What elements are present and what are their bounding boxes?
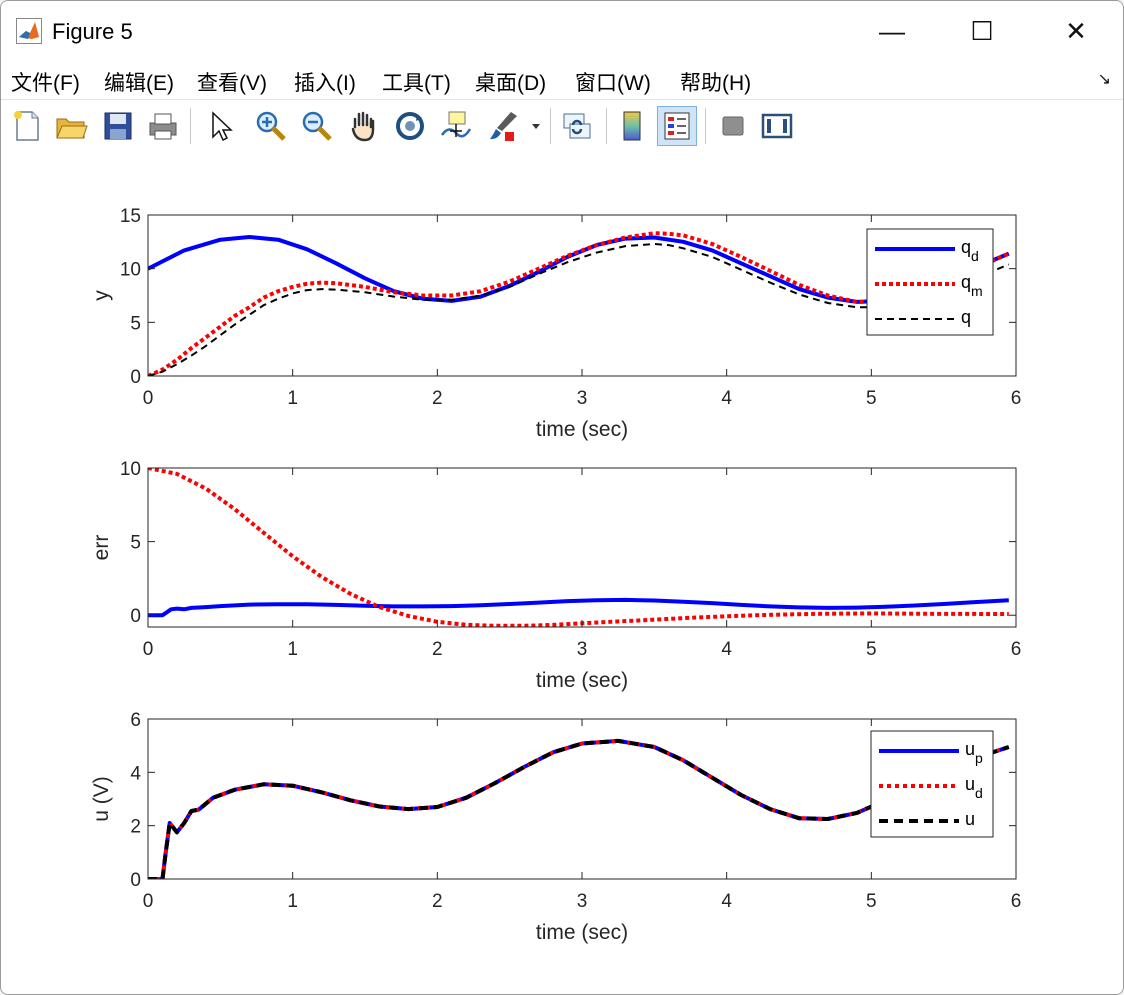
dock-arrow-icon[interactable]: ↘ [1097, 71, 1111, 88]
figure-toolbar [1, 99, 1123, 153]
new-figure-icon[interactable] [8, 107, 46, 145]
y-tick-label: 0 [130, 367, 141, 388]
data-cursor-icon[interactable] [437, 107, 475, 145]
y-tick-label: 10 [120, 459, 141, 480]
window-title: Figure 5 [52, 19, 133, 44]
series-line-qm [148, 231, 1010, 376]
x-axis-label: time (sec) [536, 418, 628, 441]
x-tick-label: 3 [577, 388, 588, 409]
x-tick-label: 5 [866, 639, 877, 660]
pointer-icon[interactable] [201, 107, 239, 145]
zoom-out-icon[interactable] [298, 107, 336, 145]
toolbar-separator [606, 108, 607, 144]
x-tick-label: 5 [866, 388, 877, 409]
open-icon[interactable] [52, 107, 90, 145]
x-tick-label: 2 [432, 388, 443, 409]
y-tick-label: 5 [130, 313, 141, 334]
rotate-3d-icon[interactable] [391, 107, 429, 145]
maximize-button[interactable]: ☐ [970, 16, 994, 46]
y-axis-label: u (V) [90, 776, 113, 822]
close-button[interactable]: ✕ [1065, 16, 1087, 46]
x-tick-label: 0 [143, 388, 154, 409]
x-tick-label: 0 [143, 891, 154, 912]
series-line-u [148, 738, 1010, 879]
legend-label: q [961, 307, 971, 327]
title-bar: Figure 5 — ☐ ✕ [1, 1, 1123, 61]
menu-tools[interactable]: 工具(T) [382, 72, 451, 95]
x-axis-label: time (sec) [536, 921, 628, 944]
series-line-blue [148, 597, 1009, 618]
y-tick-label: 10 [120, 260, 141, 281]
x-tick-label: 4 [721, 891, 732, 912]
brush-icon[interactable] [484, 107, 522, 145]
legend-icon[interactable] [657, 106, 697, 146]
legend-label: up [965, 739, 983, 766]
toolbar-separator [550, 108, 551, 144]
y-tick-label: 0 [130, 606, 141, 627]
menu-view[interactable]: 查看(V) [197, 72, 267, 95]
colorbar-icon[interactable] [613, 107, 651, 145]
series-line-q [148, 243, 1010, 376]
legend-label: qd [961, 237, 979, 264]
x-tick-label: 4 [721, 388, 732, 409]
x-tick-label: 1 [287, 388, 298, 409]
series-line-red [148, 468, 1009, 627]
toolbar-separator [705, 108, 706, 144]
y-axis-label: y [90, 290, 113, 301]
x-tick-label: 1 [287, 891, 298, 912]
x-tick-label: 6 [1011, 639, 1022, 660]
x-tick-label: 3 [577, 639, 588, 660]
y-axis-label: err [90, 535, 113, 561]
menu-edit[interactable]: 编辑(E) [104, 72, 174, 95]
x-tick-label: 2 [432, 891, 443, 912]
axes-2: 0 1 2 3 4 5 6 0 5 10 time (sec) err [90, 459, 1021, 692]
x-tick-label: 0 [143, 639, 154, 660]
y-tick-label: 5 [130, 533, 141, 554]
legend-label: qm [961, 272, 983, 299]
y-tick-label: 4 [130, 763, 141, 784]
legend-label: ud [965, 774, 983, 801]
menu-window[interactable]: 窗口(W) [575, 72, 651, 95]
menu-file[interactable]: 文件(F) [11, 72, 80, 95]
toolbar-separator [190, 108, 191, 144]
x-tick-label: 4 [721, 639, 732, 660]
menu-bar: 文件(F) 编辑(E) 查看(V) 插入(I) 工具(T) 桌面(D) 窗口(W… [1, 61, 1123, 99]
x-tick-label: 6 [1011, 891, 1022, 912]
menu-insert[interactable]: 插入(I) [294, 72, 356, 95]
pan-icon[interactable] [345, 107, 383, 145]
y-tick-label: 15 [120, 206, 141, 227]
axes-1: 0 1 2 3 4 5 6 0 5 10 15 time (sec) y qd qm q [90, 206, 1021, 441]
y-tick-label: 2 [130, 817, 141, 838]
save-icon[interactable] [99, 107, 137, 145]
y-tick-label: 6 [130, 710, 141, 731]
link-plot-icon[interactable] [558, 107, 596, 145]
legend-label: u [965, 809, 975, 829]
legend-box [866, 228, 994, 336]
print-icon[interactable] [144, 107, 182, 145]
axes-3: 0 1 2 3 4 5 6 0 2 4 6 time (sec) u (V) up ud u [90, 710, 1021, 944]
x-tick-label: 3 [577, 891, 588, 912]
x-tick-label: 6 [1011, 388, 1022, 409]
hide-plot-tools-icon[interactable] [714, 107, 752, 145]
minimize-button[interactable]: — [879, 16, 905, 46]
x-tick-label: 1 [287, 639, 298, 660]
matlab-logo-icon [16, 18, 42, 44]
brush-dropdown-icon[interactable] [528, 107, 544, 145]
zoom-in-icon[interactable] [252, 107, 290, 145]
x-axis-label: time (sec) [536, 669, 628, 692]
x-tick-label: 5 [866, 891, 877, 912]
menu-help[interactable]: 帮助(H) [680, 72, 752, 95]
show-plot-tools-icon[interactable] [758, 107, 796, 145]
menu-desktop[interactable]: 桌面(D) [475, 72, 547, 95]
y-tick-label: 0 [130, 870, 141, 891]
x-tick-label: 2 [432, 639, 443, 660]
